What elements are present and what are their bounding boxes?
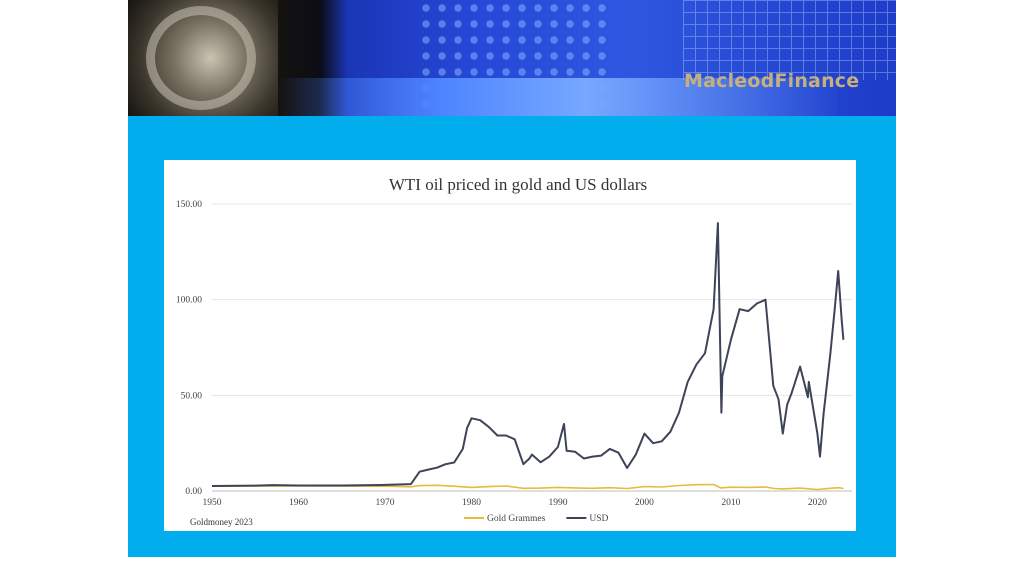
x-tick-label: 2020 <box>808 498 827 508</box>
legend: Gold Grammes USD <box>464 514 609 524</box>
y-tick-label: 100.00 <box>176 296 202 306</box>
y-tick-label: 150.00 <box>176 200 202 210</box>
x-tick-label: 2010 <box>721 498 740 508</box>
source-note: Goldmoney 2023 <box>190 517 253 527</box>
x-tick-label: 1970 <box>375 498 394 508</box>
axes: 0.00 50.00 100.00 150.00 1950 1960 1970 1980 199… <box>176 200 827 508</box>
series-lines <box>211 222 845 491</box>
chart-panel: 0.00 50.00 100.00 150.00 1950 1960 1970 1980 199… <box>164 160 856 531</box>
series-line-gold-grammes <box>211 483 844 491</box>
x-tick-label: 1950 <box>203 498 222 508</box>
x-tick-label: 1980 <box>462 498 481 508</box>
y-tick-label: 50.00 <box>181 391 203 401</box>
y-tick-label: 0.00 <box>185 487 202 497</box>
legend-label: USD <box>589 514 608 524</box>
x-tick-label: 1990 <box>548 498 567 508</box>
legend-label: Gold Grammes <box>487 514 546 524</box>
brand-logo-text: MacleodFinance <box>684 70 860 92</box>
world-map-graphic <box>683 0 896 80</box>
vault-image <box>128 0 278 116</box>
line-chart: 0.00 50.00 100.00 150.00 1950 1960 1970 1980 199… <box>176 175 852 527</box>
slide-background: MacleodFinance 0.00 50.00 100.00 150.00 1950… <box>128 0 896 557</box>
chart-title: WTI oil priced in gold and US dollars <box>389 175 647 194</box>
gridlines <box>212 203 852 492</box>
x-tick-label: 2000 <box>635 498 654 508</box>
x-tick-label: 1960 <box>289 498 308 508</box>
header-banner: MacleodFinance <box>128 0 896 116</box>
series-line-usd <box>211 222 845 487</box>
